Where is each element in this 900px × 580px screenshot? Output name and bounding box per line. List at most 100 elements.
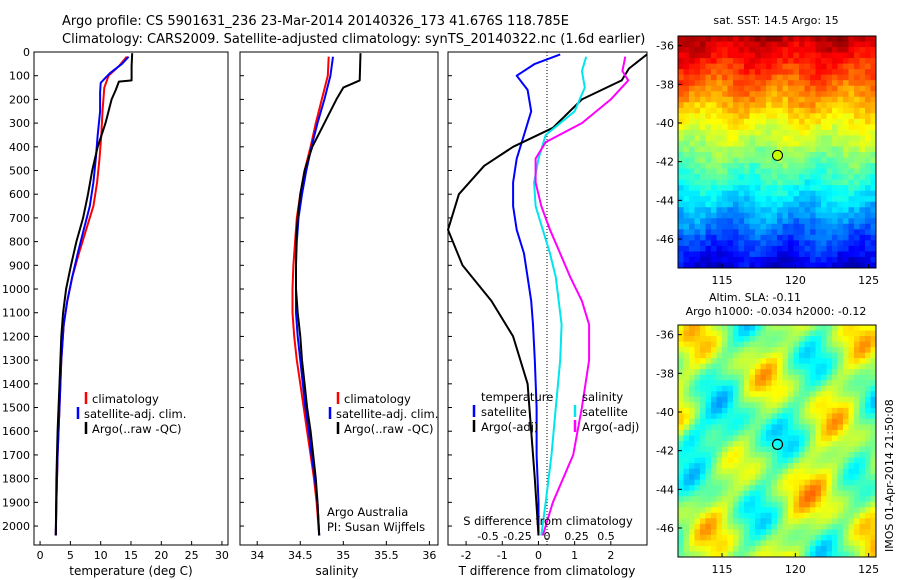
sst-cell	[870, 36, 877, 43]
sst-cell	[755, 96, 761, 103]
sla-cell	[705, 551, 712, 558]
sla-cell	[810, 479, 816, 486]
sst-cell	[832, 140, 838, 147]
sla-map-ticks: 115 120 125-36-38-40-42-44-46	[656, 329, 879, 576]
sla-cell	[865, 352, 871, 359]
sla-cell	[716, 352, 723, 359]
sla-cell	[722, 479, 728, 486]
sst-cell	[832, 218, 838, 225]
sst-cell	[777, 96, 783, 103]
sst-cell	[826, 212, 833, 219]
sla-cell	[815, 529, 822, 536]
sla-cell	[848, 529, 855, 536]
sla-cell	[771, 446, 778, 453]
sst-cell	[815, 201, 822, 208]
sla-cell	[837, 424, 844, 431]
sst-cell	[810, 256, 816, 263]
sst-cell	[755, 251, 761, 258]
sst-cell	[777, 157, 783, 164]
sla-cell	[799, 325, 805, 332]
sla-cell	[810, 452, 816, 459]
sla-cell	[810, 468, 816, 475]
sla-cell	[859, 540, 866, 547]
sst-cell	[749, 107, 756, 114]
sst-cell	[689, 140, 695, 147]
sla-cell	[832, 523, 838, 530]
sla-cell	[826, 452, 833, 459]
sst-cell	[788, 163, 794, 170]
sst-cell	[771, 129, 778, 136]
sla-cell	[854, 407, 860, 414]
sla-cell	[705, 485, 712, 492]
sla-cell	[749, 474, 756, 481]
sla-cell	[793, 413, 800, 420]
sst-cell	[689, 135, 695, 142]
sst-cell	[782, 201, 789, 208]
sst-cell	[804, 140, 811, 147]
sst-cell	[854, 102, 860, 109]
sst-cell	[804, 174, 811, 181]
sst-cell	[705, 179, 712, 186]
sst-cell	[744, 146, 750, 153]
sla-cell	[821, 336, 827, 343]
sla-cell	[859, 501, 866, 508]
sla-cell	[716, 501, 723, 508]
sst-cell	[755, 135, 761, 142]
sla-cell	[777, 380, 783, 387]
sst-cell	[678, 36, 684, 43]
sla-cell	[716, 507, 723, 514]
sla-cell	[837, 518, 844, 525]
sst-cell	[700, 118, 706, 125]
sla-cell	[870, 325, 877, 332]
sst-cell	[777, 251, 783, 258]
sla-cell	[859, 396, 866, 403]
sla-cell	[793, 518, 800, 525]
sst-cell	[760, 80, 767, 87]
sla-cell	[782, 418, 789, 425]
top-tick-label: 0.5	[597, 530, 615, 543]
sla-cell	[810, 391, 816, 398]
sla-cell	[865, 534, 871, 541]
sst-cell	[837, 91, 844, 98]
sst-cell	[760, 163, 767, 170]
sla-cell	[777, 369, 783, 376]
sst-cell	[810, 163, 816, 170]
sla-cell	[782, 545, 789, 552]
sla-cell	[804, 507, 811, 514]
sst-cell	[766, 240, 772, 247]
sst-cell	[727, 102, 734, 109]
sla-cell	[771, 341, 778, 348]
sst-cell	[689, 124, 695, 131]
sla-cell	[749, 523, 756, 530]
sst-cell	[854, 58, 860, 65]
sst-cell	[837, 196, 844, 203]
sst-cell	[705, 47, 712, 54]
sla-cell	[722, 540, 728, 547]
sst-cell	[793, 63, 800, 70]
sla-cell	[711, 534, 717, 541]
sst-cell	[865, 129, 871, 136]
sst-cell	[865, 234, 871, 241]
sst-cell	[689, 91, 695, 98]
sla-cell	[683, 358, 690, 365]
sla-cell	[744, 341, 750, 348]
sla-cell	[711, 479, 717, 486]
sst-cell	[749, 245, 756, 252]
sla-cell	[727, 512, 734, 519]
sla-cell	[843, 545, 849, 552]
sla-cell	[683, 369, 690, 376]
sla-cell	[711, 446, 717, 453]
sst-cell	[771, 113, 778, 120]
sla-cell	[843, 380, 849, 387]
sla-cell	[689, 336, 695, 343]
depth-tick-label: 1700	[2, 449, 30, 462]
sla-cell	[848, 341, 855, 348]
sst-cell	[843, 168, 849, 175]
sla-cell	[777, 402, 783, 409]
sst-cell	[782, 58, 789, 65]
sst-cell	[799, 157, 805, 164]
sst-cell	[755, 168, 761, 175]
sla-cell	[854, 551, 860, 558]
sla-cell	[727, 485, 734, 492]
sst-cell	[837, 212, 844, 219]
